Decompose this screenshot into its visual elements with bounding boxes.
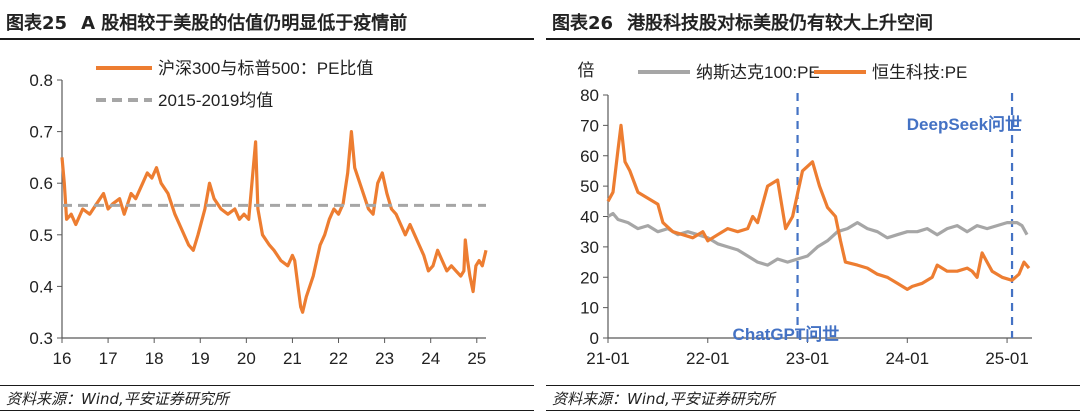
y-tick-label: 40 bbox=[580, 208, 599, 227]
pe-ratio-line-chart: 0.3 0.4 0.5 0.6 0.7 0.8 16 17 18 19 20 21 22 23 24 25 沪深… bbox=[29, 59, 488, 368]
x-tick-label: 20 bbox=[237, 349, 256, 368]
x-tick-label: 17 bbox=[99, 349, 118, 368]
x-tick-label: 22 bbox=[329, 349, 348, 368]
figure-title: 港股科技股对标美股仍有较大上升空间 bbox=[627, 13, 934, 34]
x-tick-label: 18 bbox=[145, 349, 164, 368]
x-tick-label: 21-01 bbox=[586, 349, 629, 368]
source-bar: 资料来源：Wind,平安证券研究所 bbox=[0, 385, 534, 411]
legend-label: 恒生科技:PE bbox=[872, 63, 967, 82]
y-tick-label: 0 bbox=[590, 329, 599, 348]
x-tick-label: 22-01 bbox=[686, 349, 729, 368]
source-note: 资料来源：Wind,平安证券研究所 bbox=[552, 389, 775, 408]
source-note: 资料来源：Wind,平安证券研究所 bbox=[6, 389, 229, 408]
event-annotation-label: DeepSeek问世 bbox=[907, 114, 1022, 134]
event-annotation-label: ChatGPT问世 bbox=[733, 324, 840, 344]
y-tick-label: 0.4 bbox=[29, 277, 53, 296]
y-axis-unit-label: 倍 bbox=[578, 61, 595, 80]
y-tick-label: 60 bbox=[580, 147, 599, 166]
x-tick-label: 19 bbox=[191, 349, 210, 368]
y-tick-label: 0.8 bbox=[29, 71, 53, 90]
x-tick-label: 24 bbox=[421, 349, 440, 368]
source-bar: 资料来源：Wind,平安证券研究所 bbox=[546, 385, 1080, 411]
x-tick-label: 25-01 bbox=[985, 349, 1028, 368]
y-tick-label: 10 bbox=[580, 299, 599, 318]
y-tick-label: 0.6 bbox=[29, 174, 53, 193]
y-tick-label: 0.7 bbox=[29, 123, 53, 142]
x-tick-label: 21 bbox=[283, 349, 302, 368]
y-tick-label: 70 bbox=[580, 116, 599, 135]
y-tick-label: 50 bbox=[580, 177, 599, 196]
figure-title-bar: 图表26 港股科技股对标美股仍有较大上升空间 bbox=[546, 6, 1080, 40]
legend-label: 沪深300与标普500：PE比值 bbox=[158, 59, 373, 78]
x-tick-label: 23-01 bbox=[786, 349, 829, 368]
figure-title-bar: 图表25 A 股相较于美股的估值仍明显低于疫情前 bbox=[0, 6, 534, 40]
y-tick-label: 0.3 bbox=[29, 329, 53, 348]
hk-tech-vs-nasdaq-pe-chart: 0 10 20 30 40 50 60 70 80 21-01 22-01 23-01 24-01 25-… bbox=[578, 61, 1032, 368]
legend-label: 2015-2019均值 bbox=[158, 91, 273, 110]
figure-26-panel: 图表26 港股科技股对标美股仍有较大上升空间 0 10 20 30 40 50 60 70 80… bbox=[546, 0, 1080, 420]
series-line-1 bbox=[606, 123, 1031, 291]
series-line-0 bbox=[60, 130, 488, 314]
figure-25-panel: 图表25 A 股相较于美股的估值仍明显低于疫情前 0.3 0.4 0.5 0.6 0.7… bbox=[0, 0, 534, 420]
x-tick-label: 16 bbox=[53, 349, 72, 368]
x-tick-label: 25 bbox=[467, 349, 486, 368]
figure-title: A 股相较于美股的估值仍明显低于疫情前 bbox=[81, 13, 408, 34]
y-tick-label: 20 bbox=[580, 268, 599, 287]
y-tick-label: 0.5 bbox=[29, 226, 53, 245]
y-tick-label: 30 bbox=[580, 238, 599, 257]
x-tick-label: 24-01 bbox=[886, 349, 929, 368]
series-line-0 bbox=[607, 211, 1029, 267]
figure-label: 图表25 bbox=[6, 13, 68, 34]
figure-label: 图表26 bbox=[552, 13, 614, 34]
y-tick-label: 80 bbox=[580, 86, 599, 105]
x-tick-label: 23 bbox=[375, 349, 394, 368]
legend-label: 纳斯达克100:PE bbox=[696, 63, 820, 82]
